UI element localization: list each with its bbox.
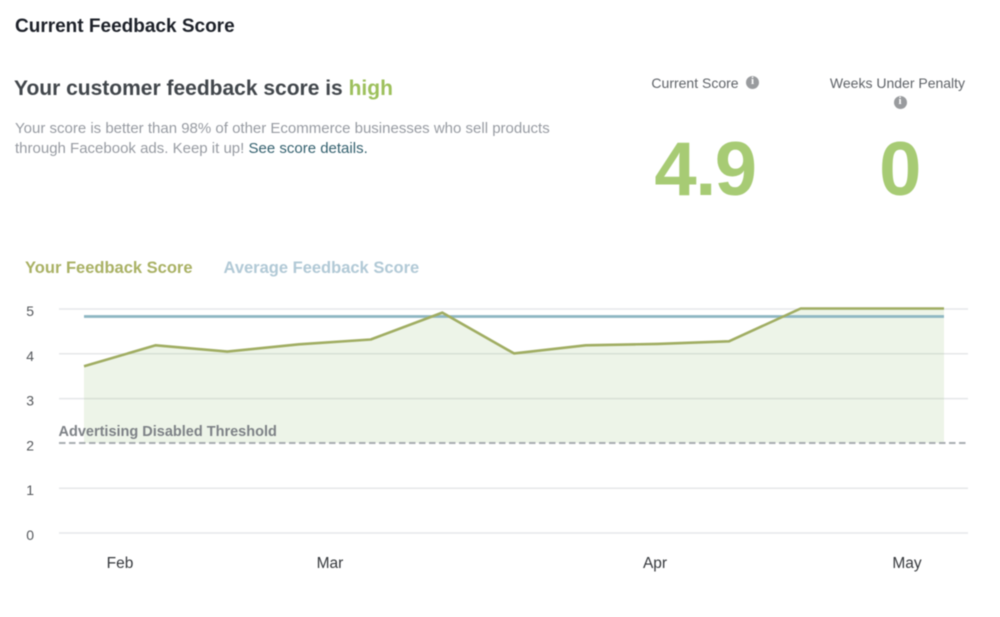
svg-text:1: 1 bbox=[26, 482, 34, 498]
svg-text:4: 4 bbox=[26, 348, 34, 364]
svg-text:Feb: Feb bbox=[107, 555, 134, 572]
svg-text:May: May bbox=[892, 555, 922, 572]
svg-text:Apr: Apr bbox=[643, 555, 667, 572]
svg-text:2: 2 bbox=[26, 437, 34, 453]
svg-text:5: 5 bbox=[26, 303, 34, 319]
svg-text:3: 3 bbox=[26, 393, 34, 409]
svg-text:Mar: Mar bbox=[317, 555, 344, 572]
svg-text:0: 0 bbox=[26, 527, 34, 543]
svg-text:Advertising Disabled Threshold: Advertising Disabled Threshold bbox=[59, 424, 277, 440]
